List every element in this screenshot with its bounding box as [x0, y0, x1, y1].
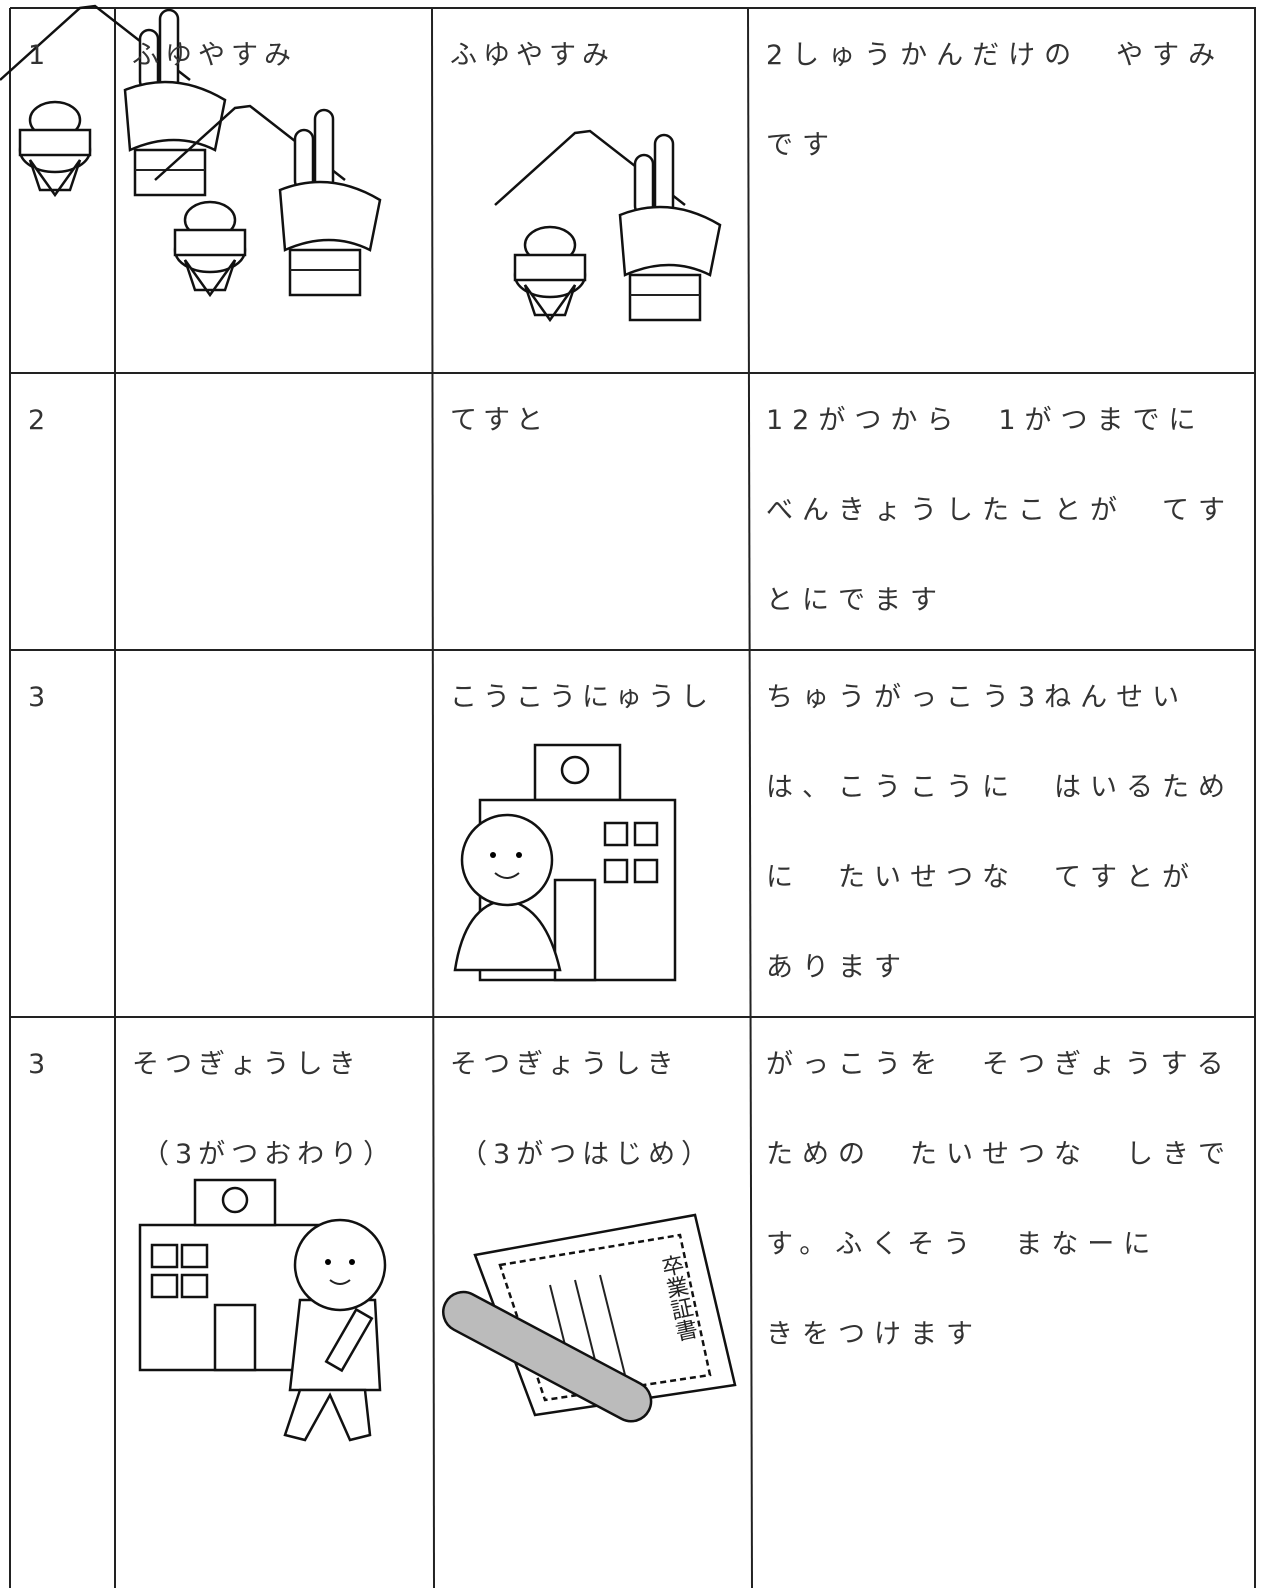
cell-text: に たいせつな てすとが [766, 862, 1198, 893]
cell-text: あります [766, 952, 910, 983]
cell-text: ふゆやすみ [450, 40, 615, 71]
cell-text: てすと [450, 405, 549, 436]
school-student-illustration [453, 743, 677, 982]
cell-text: す。ふくそう まなーに [766, 1229, 1160, 1260]
new-year-illustration [0, 4, 227, 198]
cell-text: （3がつはじめ） [460, 1139, 715, 1170]
cell-text: きをつけます [766, 1319, 982, 1350]
cell-text: は、こうこうに はいるため [766, 772, 1234, 803]
cell-text: 12がつから 1がつまでに [766, 405, 1205, 436]
cell-text: 2 [28, 405, 52, 436]
grid [9, 7, 1256, 1588]
cell-text: （3がつおわり） [142, 1139, 397, 1170]
cell-text: がっこうを そつぎょうする [766, 1049, 1233, 1080]
cell-text: そつぎょうしき [450, 1049, 680, 1080]
cell-text: べんきょうしたことが てす [766, 495, 1234, 526]
cell-text: 1 [28, 40, 52, 71]
cell-text: ふゆやすみ [132, 40, 297, 71]
cell-text: です [766, 130, 838, 161]
diploma-illustration [442, 1213, 737, 1423]
graduation-student-illustration [138, 1178, 387, 1442]
cell-text: ちゅうがっこう3ねんせい [766, 682, 1189, 713]
cell-text: 3 [28, 682, 52, 713]
cell-text: ための たいせつな しきで [766, 1139, 1234, 1170]
cell-text: そつぎょうしき [132, 1049, 362, 1080]
cell-text: 3 [28, 1049, 52, 1080]
cell-text: こうこうにゅうし [450, 682, 714, 713]
cell-text: 2しゅうかんだけの やすみ [766, 40, 1225, 71]
cell-text: とにでます [766, 585, 946, 616]
